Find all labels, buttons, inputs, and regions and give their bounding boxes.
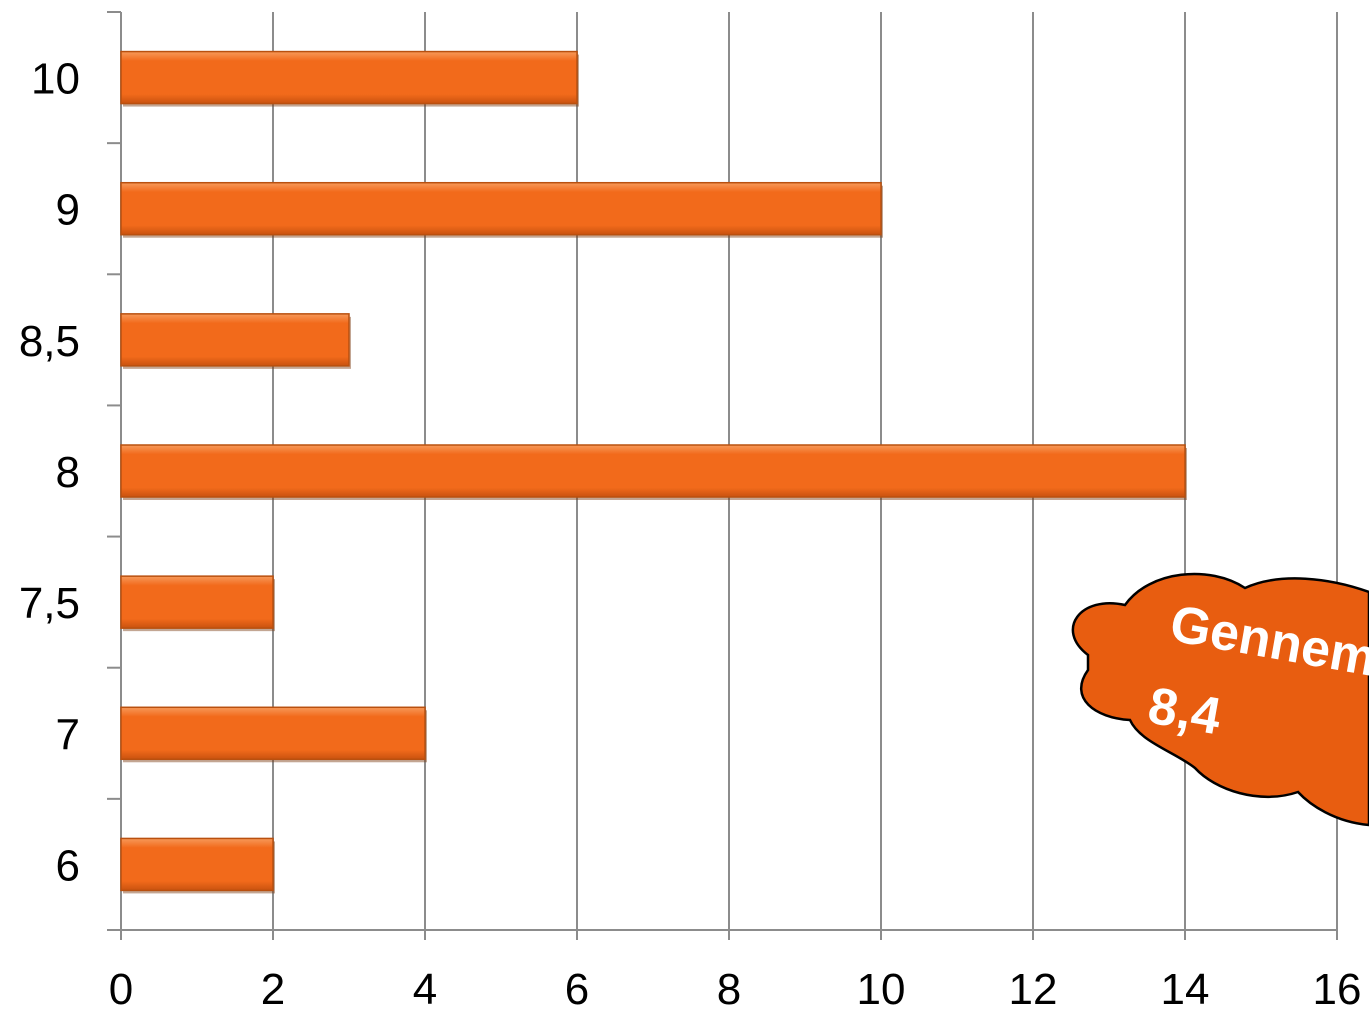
bar	[120, 444, 1186, 498]
bar	[120, 575, 274, 629]
y-category-label: 6	[56, 841, 80, 890]
bar	[120, 313, 350, 367]
x-tick-label: 16	[1313, 965, 1362, 1009]
x-tick-label: 2	[261, 965, 285, 1009]
tick-labels: 0 2 4 6 8 10 12 14 16 10 9 8,5 8 7,5 7 6	[19, 55, 1362, 1009]
bars	[120, 50, 1187, 894]
x-tick-label: 12	[1009, 965, 1058, 1009]
y-category-label: 7	[56, 710, 80, 759]
y-category-label: 7,5	[19, 579, 80, 628]
y-category-label: 9	[56, 186, 80, 235]
average-callout: Gennem 8,4	[1071, 572, 1369, 827]
bar	[120, 706, 426, 761]
bar	[120, 181, 882, 236]
y-category-label: 10	[31, 55, 80, 104]
callout-value: 8,4	[1144, 677, 1225, 747]
bar	[120, 837, 274, 892]
cloud-callout-shape	[1071, 572, 1369, 827]
x-tick-label: 14	[1161, 965, 1210, 1009]
x-tick-label: 6	[565, 965, 589, 1009]
y-category-label: 8,5	[19, 317, 80, 366]
x-tick-label: 10	[857, 965, 906, 1009]
x-tick-label: 0	[109, 965, 133, 1009]
x-tick-label: 8	[717, 965, 741, 1009]
y-category-label: 8	[56, 448, 80, 497]
x-tick-label: 4	[413, 965, 437, 1009]
bar	[120, 50, 578, 105]
